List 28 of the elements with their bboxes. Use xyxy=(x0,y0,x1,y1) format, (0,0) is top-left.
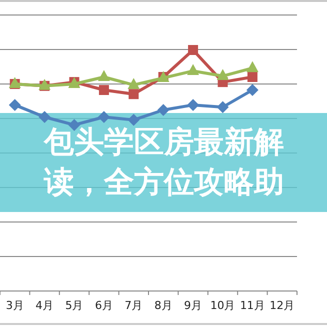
x-tick-label: 7月 xyxy=(124,299,143,312)
point xyxy=(128,78,140,89)
point xyxy=(216,69,229,80)
point xyxy=(38,111,51,123)
x-tick-label: 3月 xyxy=(6,299,24,312)
point xyxy=(98,111,110,123)
x-tick-label: 12月 xyxy=(270,299,295,312)
point xyxy=(157,104,170,116)
point xyxy=(188,45,198,55)
point xyxy=(187,98,200,111)
x-tick-label: 6月 xyxy=(94,299,113,312)
point xyxy=(98,85,109,96)
point xyxy=(8,98,21,111)
point xyxy=(187,64,200,75)
point xyxy=(246,61,258,72)
x-tick-label: 5月 xyxy=(65,299,84,312)
point xyxy=(216,101,229,114)
x-tick-label: 11月 xyxy=(240,299,265,312)
point xyxy=(128,89,139,100)
point xyxy=(246,84,258,96)
x-tick-label: 10月 xyxy=(210,299,236,312)
x-tick-label: 4月 xyxy=(36,299,54,312)
x-tick-label: 8月 xyxy=(154,299,172,312)
point xyxy=(128,114,140,126)
point xyxy=(247,72,258,82)
x-tick-label: 9月 xyxy=(184,299,202,312)
point xyxy=(98,70,110,81)
text: 包头学区房最新解读，全方位攻略助 xyxy=(43,125,284,200)
